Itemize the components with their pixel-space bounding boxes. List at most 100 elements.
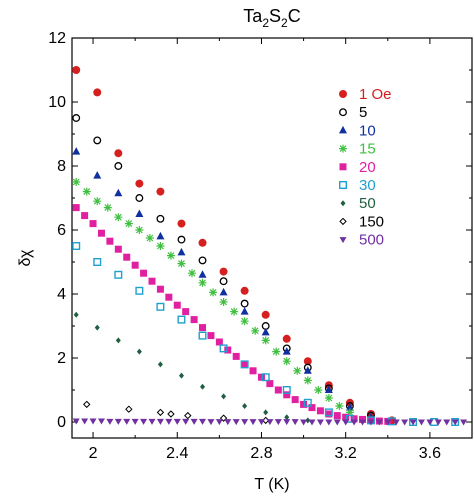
- data-point: [72, 241, 81, 250]
- data-point: [342, 413, 350, 421]
- data-point: [81, 418, 89, 425]
- data-point: [156, 231, 165, 240]
- data-point: [177, 235, 186, 244]
- data-point: [241, 419, 249, 426]
- data-point: [166, 251, 175, 260]
- data-point: [308, 404, 316, 412]
- data-point: [73, 311, 79, 318]
- data-point: [207, 419, 215, 426]
- data-point: [131, 418, 139, 425]
- data-point: [165, 418, 173, 425]
- series-8: [72, 418, 468, 426]
- data-point: [325, 419, 333, 426]
- data-point: [72, 178, 81, 186]
- data-point: [342, 419, 350, 426]
- data-point: [182, 418, 190, 425]
- data-point: [106, 237, 114, 245]
- data-point: [219, 267, 228, 276]
- data-point: [426, 419, 434, 426]
- data-point: [359, 415, 367, 423]
- data-point: [303, 376, 312, 385]
- data-point: [261, 373, 270, 382]
- data-point: [114, 418, 122, 425]
- x-axis-label: T (K): [254, 476, 289, 493]
- data-point: [198, 238, 207, 247]
- data-point: [375, 419, 383, 426]
- data-point: [207, 332, 215, 340]
- data-point: [114, 188, 123, 197]
- legend-label: 150: [359, 213, 384, 230]
- data-point: [345, 414, 354, 423]
- data-point: [156, 285, 164, 293]
- data-point: [190, 316, 198, 324]
- legend-marker: [339, 125, 347, 134]
- data-point: [199, 418, 207, 425]
- data-point: [272, 347, 281, 356]
- data-point: [123, 253, 131, 261]
- data-point: [282, 334, 291, 343]
- x-tick-label: 2.8: [250, 445, 272, 462]
- data-point: [314, 386, 323, 394]
- data-point: [324, 385, 333, 393]
- y-tick-label: 8: [57, 158, 66, 175]
- data-point: [177, 219, 186, 228]
- data-point: [219, 298, 228, 306]
- legend-marker: [339, 108, 347, 117]
- data-point: [219, 344, 228, 353]
- data-point: [115, 337, 121, 344]
- data-point: [303, 357, 312, 366]
- data-point: [350, 415, 358, 423]
- data-point: [316, 407, 324, 415]
- data-point: [167, 410, 175, 418]
- ticks: 2 2.4 2.8 3.2 3.6 0 2 4 6 8 10 12: [48, 30, 472, 462]
- data-point: [198, 270, 207, 278]
- data-point: [345, 403, 354, 411]
- data-point: [72, 114, 81, 122]
- data-point: [232, 352, 240, 360]
- data-point: [335, 402, 344, 410]
- data-point: [230, 307, 239, 316]
- data-point: [274, 419, 282, 426]
- data-point: [282, 386, 291, 395]
- data-point: [282, 347, 291, 355]
- data-point: [198, 331, 207, 340]
- data-point: [93, 258, 102, 267]
- data-point: [261, 327, 270, 336]
- data-point: [97, 229, 105, 237]
- data-point: [177, 247, 186, 256]
- y-tick-label: 12: [48, 30, 66, 47]
- data-point: [219, 287, 228, 296]
- legend-label: 500: [359, 232, 384, 249]
- data-point: [261, 336, 270, 345]
- chart-title: Ta2S2C: [243, 6, 300, 30]
- data-point: [135, 286, 144, 295]
- data-point: [266, 380, 274, 388]
- data-point: [178, 372, 184, 379]
- data-point: [345, 408, 354, 417]
- data-point: [140, 269, 148, 277]
- data-point: [291, 419, 299, 426]
- x-tick-label: 3.6: [419, 445, 441, 462]
- data-point: [199, 324, 207, 332]
- data-point: [215, 338, 223, 346]
- data-point: [72, 204, 80, 212]
- legend-marker: [339, 237, 347, 244]
- legend-label: 50: [359, 195, 376, 212]
- data-point: [324, 394, 333, 402]
- data-point: [283, 391, 291, 399]
- data-point: [125, 405, 133, 413]
- data-point: [283, 419, 291, 426]
- data-point: [136, 348, 142, 355]
- y-axis-label: δχ: [17, 249, 34, 266]
- data-point: [106, 418, 114, 425]
- data-point: [156, 302, 165, 311]
- data-point: [300, 419, 308, 426]
- data-point: [282, 357, 291, 366]
- data-point: [305, 417, 311, 424]
- data-point: [215, 419, 223, 426]
- data-points: [72, 66, 468, 427]
- data-point: [173, 301, 181, 309]
- data-point: [316, 419, 324, 426]
- legend-label: 10: [359, 122, 376, 139]
- data-point: [401, 419, 409, 426]
